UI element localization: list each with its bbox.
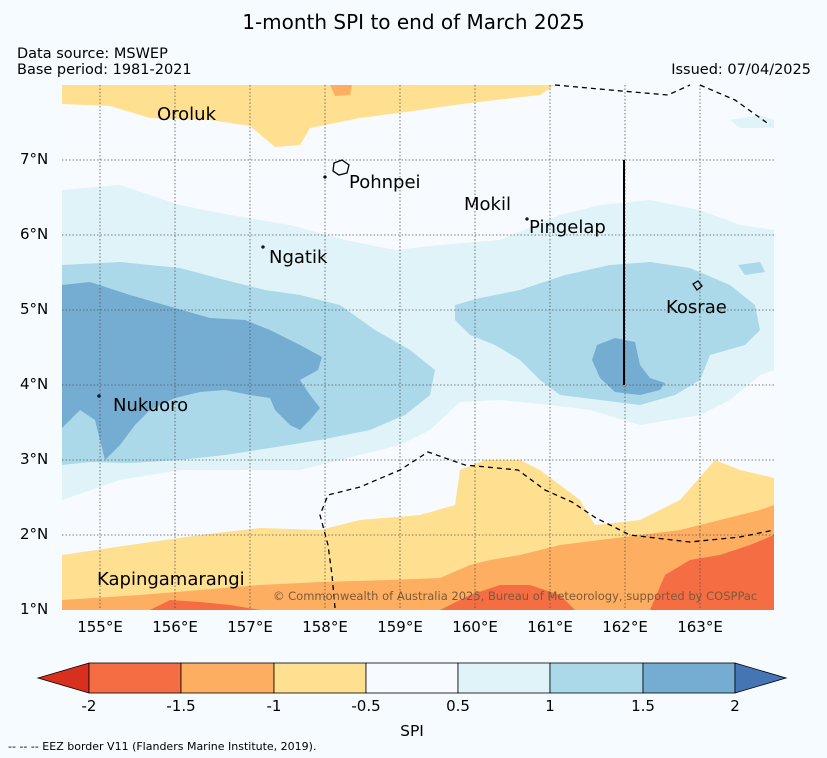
issued-date-text: Issued: 07/04/2025 <box>671 62 811 78</box>
lat-tick: 5°N <box>20 300 49 318</box>
colorbar-label: SPI <box>400 722 424 740</box>
colorbar-segment <box>549 662 644 694</box>
colorbar-extend-low <box>36 662 90 694</box>
base-period-text: Base period: 1981-2021 <box>17 62 192 78</box>
lon-tick: 159°E <box>377 618 423 636</box>
place-label-kapingamarangi: Kapingamarangi <box>97 569 245 590</box>
place-label-kosrae: Kosrae <box>666 297 727 318</box>
lat-tick: 4°N <box>20 375 49 393</box>
place-label-pohnpei: Pohnpei <box>349 172 421 193</box>
eez-border <box>319 84 775 609</box>
colorbar-tick: -1 <box>266 697 282 715</box>
colorbar-segment <box>88 662 182 694</box>
copyright-text: © Commonwealth of Australia 2025, Bureau… <box>273 589 758 603</box>
lon-tick: 155°E <box>77 618 123 636</box>
colorbar-extend-high <box>734 662 788 694</box>
lat-tick: 2°N <box>20 525 49 543</box>
colorbar-tick: 0.5 <box>446 697 470 715</box>
colorbar-segment <box>273 662 367 694</box>
colorbar-tick: -1.5 <box>166 697 196 715</box>
lon-tick: 160°E <box>452 618 498 636</box>
colorbar-tick: 1.5 <box>631 697 655 715</box>
colorbar-segment <box>457 662 551 694</box>
lat-tick: 1°N <box>20 600 49 618</box>
colorbar-tick: -0.5 <box>351 697 381 715</box>
eez-footnote: -- -- -- EEZ border V11 (Flanders Marine… <box>8 740 317 753</box>
data-source-text: Data source: MSWEP <box>17 46 168 62</box>
lon-tick: 163°E <box>677 618 723 636</box>
colorbar-tick: 1 <box>545 697 555 715</box>
lon-tick: 161°E <box>527 618 573 636</box>
lon-tick: 156°E <box>152 618 198 636</box>
place-label-oroluk: Oroluk <box>157 104 217 125</box>
lat-tick: 3°N <box>20 450 49 468</box>
lon-tick: 158°E <box>302 618 348 636</box>
place-label-ngatik: Ngatik <box>269 247 328 268</box>
lat-tick: 6°N <box>20 225 49 243</box>
lat-tick: 7°N <box>20 150 49 168</box>
place-label-nukuoro: Nukuoro <box>113 395 189 416</box>
island-outlines <box>97 159 703 398</box>
colorbar-segment <box>642 662 736 694</box>
colorbar-tick: 2 <box>730 697 740 715</box>
place-label-mokil: Mokil <box>464 194 511 215</box>
map-title: 1-month SPI to end of March 2025 <box>242 10 585 34</box>
colorbar-segment <box>180 662 275 694</box>
colorbar-tick: -2 <box>81 697 97 715</box>
place-label-pingelap: Pingelap <box>529 217 606 238</box>
colorbar <box>36 662 788 694</box>
lon-tick: 162°E <box>602 618 648 636</box>
spi-field <box>62 85 774 610</box>
lon-tick: 157°E <box>227 618 273 636</box>
colorbar-segment <box>365 662 459 694</box>
